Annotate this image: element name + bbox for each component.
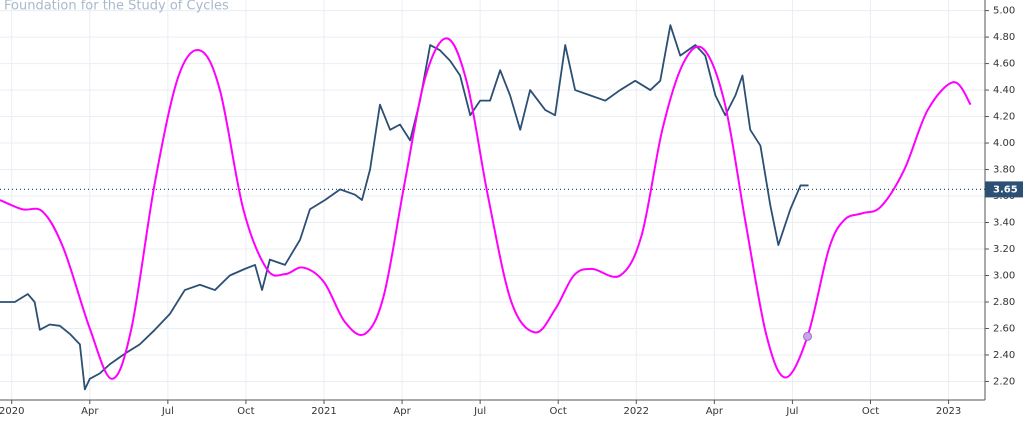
x-tick-label: Oct — [862, 406, 879, 417]
y-tick-label: 2.40 — [993, 350, 1015, 361]
x-tick-label: Jul — [161, 406, 174, 417]
y-tick-label: 3.80 — [993, 165, 1015, 176]
y-tick-label: 4.40 — [993, 85, 1015, 96]
y-tick-label: 3.00 — [993, 270, 1015, 281]
x-tick-label: 2020 — [0, 406, 24, 417]
y-tick-label: 2.20 — [993, 376, 1015, 387]
series-line — [0, 37, 972, 380]
x-tick-label: Jul — [785, 406, 798, 417]
y-tick-label: 2.80 — [993, 297, 1015, 308]
y-tick-label: 3.20 — [993, 244, 1015, 255]
y-tick-label: 4.20 — [993, 112, 1015, 123]
x-tick-label: Jul — [473, 406, 486, 417]
last-value-label: 3.65 — [993, 184, 1018, 195]
x-tick-label: Oct — [550, 406, 567, 417]
x-tick-label: 2023 — [936, 406, 961, 417]
last-value-box — [985, 181, 1023, 198]
x-tick-label: Apr — [706, 406, 724, 417]
x-tick-label: Apr — [81, 406, 99, 417]
x-tick-label: Apr — [393, 406, 411, 417]
grid — [0, 0, 985, 400]
y-tick-label: 4.00 — [993, 138, 1015, 149]
y-tick-label: 3.40 — [993, 218, 1015, 229]
y-tick-label: 5.00 — [993, 6, 1015, 17]
cycle-marker — [803, 331, 813, 341]
y-tick-label: 4.60 — [993, 59, 1015, 70]
series-line — [0, 24, 809, 391]
chart-title: Foundation for the Study of Cycles — [4, 0, 229, 14]
y-tick-label: 2.60 — [993, 323, 1015, 334]
x-tick-label: Oct — [237, 406, 254, 417]
x-tick-label: 2022 — [624, 406, 649, 417]
y-tick-label: 4.80 — [993, 32, 1015, 43]
x-tick-label: 2021 — [311, 406, 336, 417]
